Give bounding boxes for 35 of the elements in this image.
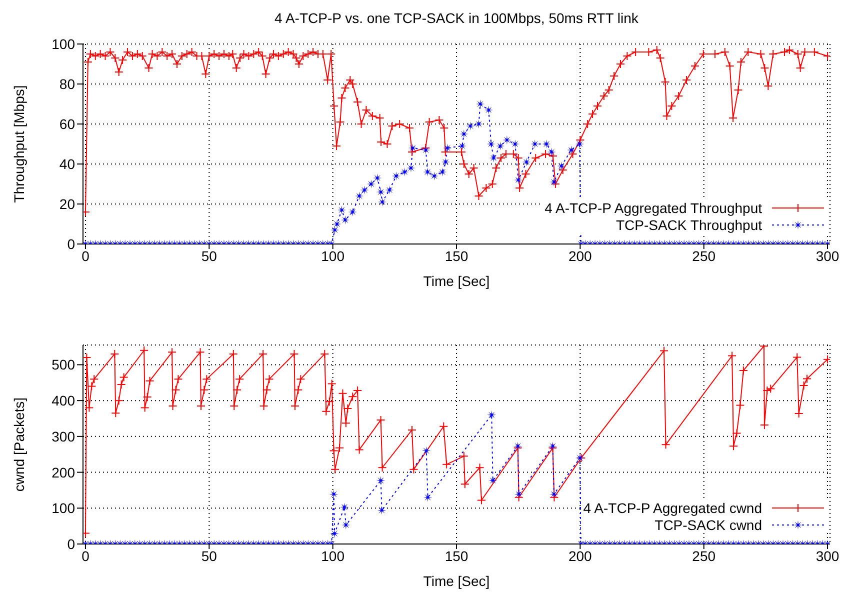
y-tick-label: 500 bbox=[52, 356, 76, 373]
y-tick-label: 20 bbox=[59, 196, 76, 212]
y-tick-label: 100 bbox=[52, 500, 76, 516]
x-tick-label: 200 bbox=[568, 248, 592, 264]
y-tick-label: 80 bbox=[59, 76, 76, 92]
x-tick-label: 50 bbox=[201, 248, 218, 264]
x-tick-label: 300 bbox=[816, 548, 840, 564]
legend-label: 4 A-TCP-P Aggregated cwnd bbox=[583, 500, 762, 516]
x-axis-title: Time [Sec] bbox=[423, 573, 490, 589]
chart-title: 4 A-TCP-P vs. one TCP-SACK in 100Mbps, 50ms RTT link bbox=[274, 10, 640, 26]
legend-label: TCP-SACK cwnd bbox=[654, 516, 762, 532]
legend-label: TCP-SACK Throughput bbox=[616, 216, 762, 232]
y-tick-label: 300 bbox=[52, 428, 76, 444]
legend-label: 4 A-TCP-P Aggregated Throughput bbox=[544, 200, 762, 216]
y-axis-title: cwnd [Packets] bbox=[10, 397, 27, 492]
y-tick-label: 0 bbox=[67, 536, 76, 552]
x-tick-label: 300 bbox=[816, 248, 840, 264]
y-tick-label: 60 bbox=[59, 116, 76, 132]
x-tick-label: 150 bbox=[444, 548, 468, 564]
x-tick-label: 250 bbox=[692, 248, 716, 264]
x-tick-label: 50 bbox=[201, 548, 218, 564]
y-tick-label: 200 bbox=[52, 464, 76, 480]
x-tick-label: 100 bbox=[321, 248, 345, 264]
y-axis-title: Throughput [Mbps] bbox=[10, 85, 27, 203]
y-tick-label: 100 bbox=[52, 36, 76, 52]
x-tick-label: 0 bbox=[82, 248, 90, 264]
x-tick-label: 250 bbox=[692, 548, 716, 564]
x-tick-label: 0 bbox=[82, 548, 90, 564]
y-tick-label: 0 bbox=[67, 236, 76, 252]
y-tick-label: 40 bbox=[59, 156, 76, 172]
x-tick-label: 200 bbox=[568, 548, 592, 564]
y-tick-label: 400 bbox=[52, 392, 76, 409]
x-tick-label: 100 bbox=[321, 548, 345, 564]
x-tick-label: 150 bbox=[444, 248, 468, 264]
x-axis-title: Time [Sec] bbox=[423, 273, 490, 289]
